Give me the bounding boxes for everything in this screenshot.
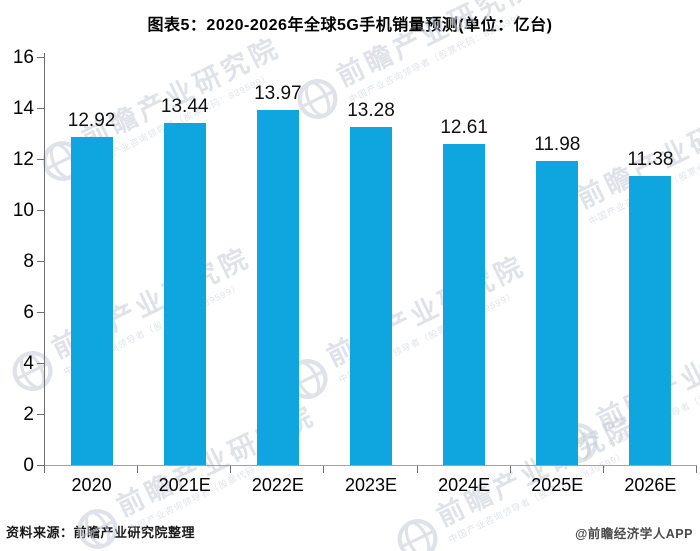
bar <box>536 160 579 465</box>
bar <box>163 123 206 465</box>
y-tick-mark <box>37 414 45 415</box>
y-tick-mark <box>37 108 45 109</box>
bar <box>70 136 113 465</box>
y-tick-label: 12 <box>12 149 34 170</box>
bar <box>629 175 672 465</box>
bar-value-label: 12.92 <box>67 109 116 131</box>
bar-value-label: 11.38 <box>627 148 674 170</box>
x-category-label: 2021E <box>158 475 211 495</box>
bar-value-label: 12.61 <box>440 117 488 139</box>
x-tick-mark <box>323 466 325 473</box>
bar-value-label: 13.97 <box>254 82 302 104</box>
x-tick-mark <box>44 466 45 473</box>
bar <box>443 144 486 465</box>
y-tick-mark <box>37 465 45 466</box>
y-tick-label: 0 <box>23 455 34 476</box>
x-tick-mark <box>137 466 139 473</box>
x-category-label: 2024E <box>438 475 491 495</box>
x-category-label: 2022E <box>251 475 304 495</box>
x-tick-mark <box>509 466 511 473</box>
x-category-label: 2025E <box>531 475 584 495</box>
x-axis-line <box>44 465 697 466</box>
y-tick-label: 2 <box>23 404 34 425</box>
bar-value-label: 13.28 <box>347 100 395 122</box>
x-tick-mark <box>602 466 604 473</box>
bar-value-label: 13.44 <box>160 96 209 118</box>
y-tick-label: 6 <box>23 302 34 323</box>
bar <box>350 127 392 465</box>
x-category-label: 2026E <box>624 475 677 495</box>
x-category-label: 2020 <box>71 475 112 495</box>
x-tick-mark <box>696 466 697 473</box>
y-tick-mark <box>37 261 45 262</box>
y-tick-label: 10 <box>12 200 34 221</box>
chart-title: 图表5：2020-2026年全球5G手机销量预测(单位：亿台) <box>147 17 553 34</box>
y-axis-line <box>44 53 45 466</box>
bar <box>256 109 299 465</box>
x-tick-mark <box>416 466 418 473</box>
y-tick-label: 14 <box>12 98 34 119</box>
x-tick-mark <box>230 466 232 473</box>
x-category-label: 2023E <box>344 475 398 495</box>
y-tick-label: 16 <box>12 47 34 68</box>
app-credit: @前瞻经济学人APP <box>575 527 693 541</box>
y-tick-label: 8 <box>23 251 34 272</box>
y-tick-mark <box>37 159 45 160</box>
y-tick-mark <box>37 57 45 58</box>
y-tick-mark <box>37 210 45 211</box>
bar-value-label: 11.98 <box>534 133 581 155</box>
y-tick-mark <box>37 312 45 313</box>
